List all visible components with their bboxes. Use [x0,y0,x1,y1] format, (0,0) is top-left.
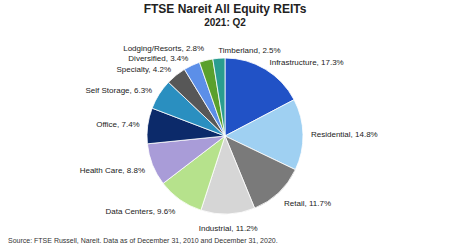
data-label: Self Storage, 6.3% [86,86,153,95]
slice [200,59,225,136]
data-label: Infrastructure, 17.3% [269,58,343,67]
data-label: Industrial, 11.2% [199,224,258,233]
data-label: Specialty, 4.2% [116,65,171,74]
slice [213,58,225,136]
data-label: Health Care, 8.8% [80,166,145,175]
data-label: Residential, 14.8% [311,130,378,139]
source-note: Source: FTSE Russell, Nareit. Data as of… [8,237,278,244]
data-label: Lodging/Resorts, 2.8% [123,44,204,53]
data-label: Data Centers, 9.6% [106,207,176,216]
data-label: Retail, 11.7% [284,199,331,208]
data-label: Timberland, 2.5% [218,46,280,55]
data-label: Office, 7.4% [96,120,139,129]
slice [147,136,225,183]
chart: FTSE Nareit All Equity REITs2021: Q2 Infr… [0,0,450,250]
title: FTSE Nareit All Equity REITs [144,2,307,16]
subtitle: 2021: Q2 [204,17,246,28]
pie [147,58,303,214]
data-label: Diversified, 3.4% [128,54,188,63]
